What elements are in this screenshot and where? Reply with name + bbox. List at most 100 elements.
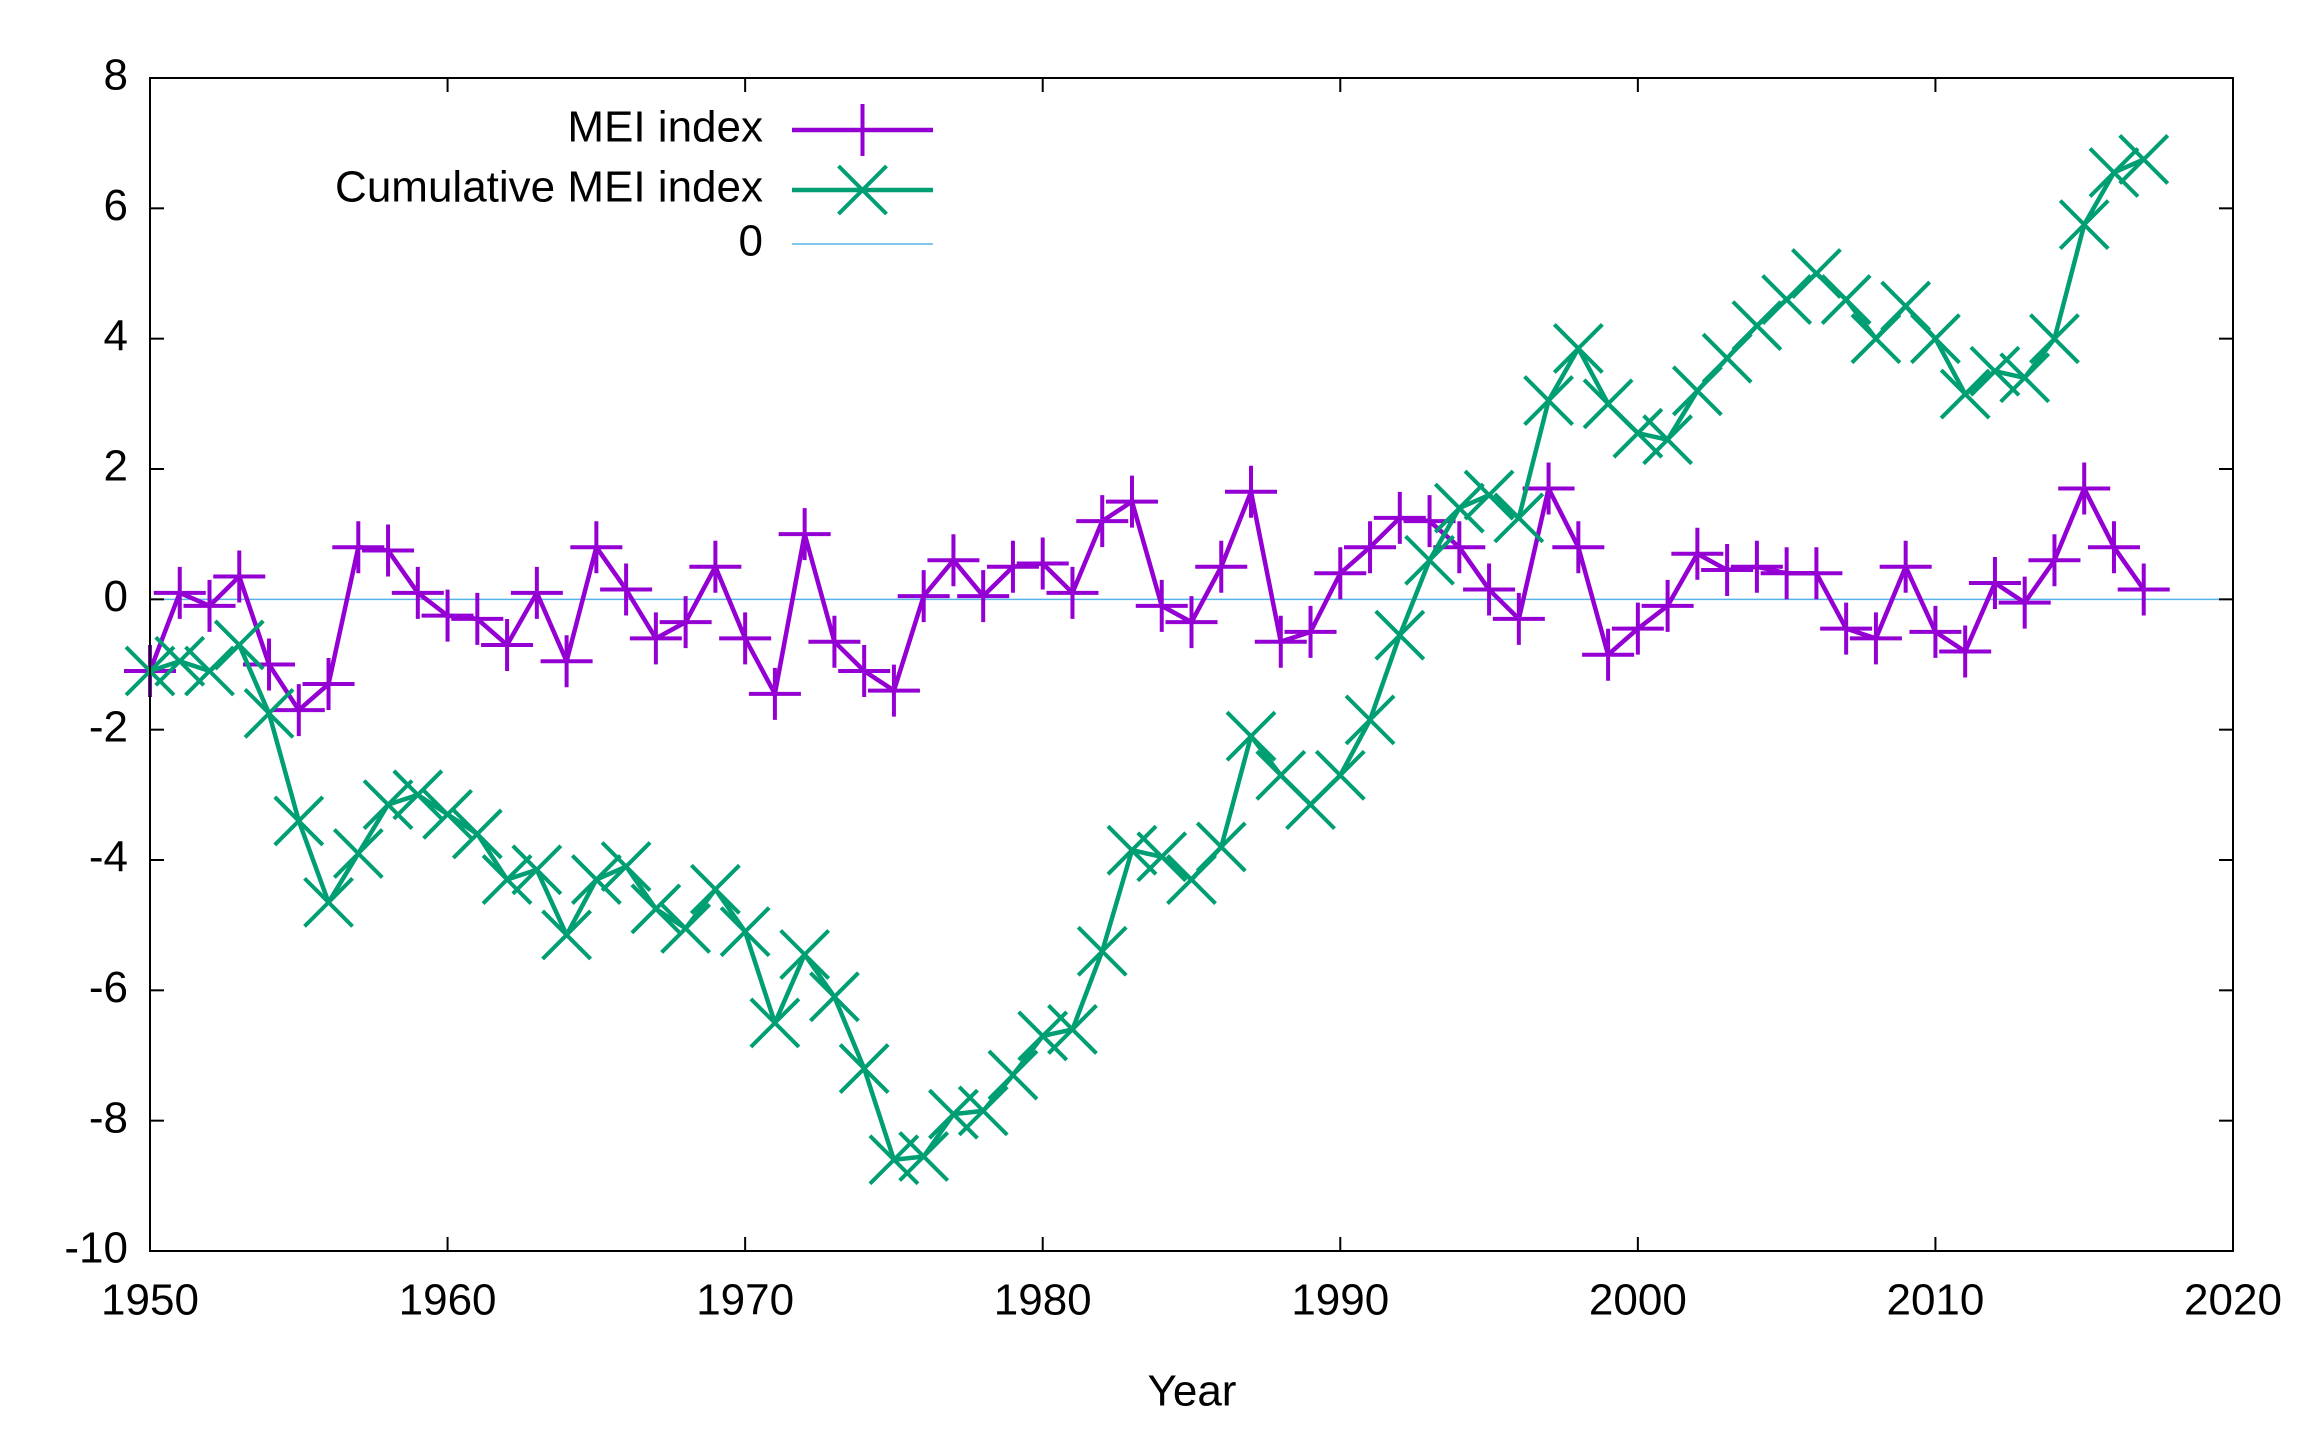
point-marker — [1046, 566, 1099, 619]
point-marker — [749, 997, 801, 1049]
point-marker — [303, 876, 354, 928]
y-tick-label: 8 — [104, 51, 128, 100]
point-marker — [837, 164, 888, 216]
point-marker — [1999, 352, 2051, 404]
point-marker — [689, 540, 742, 593]
point-marker — [1523, 375, 1575, 426]
point-marker — [1552, 521, 1605, 574]
point-marker — [2058, 199, 2110, 251]
point-marker — [1969, 345, 2021, 397]
point-marker — [659, 596, 712, 649]
point-marker — [451, 808, 503, 860]
point-marker — [660, 903, 712, 954]
point-marker — [778, 508, 831, 561]
point-marker — [302, 658, 355, 711]
point-marker — [1820, 274, 1872, 325]
point-marker — [1136, 831, 1188, 883]
point-marker — [332, 828, 384, 879]
point-marker — [689, 863, 741, 915]
point-marker — [2118, 134, 2170, 185]
point-marker — [897, 570, 950, 623]
y-tick-label: 6 — [104, 181, 128, 230]
y-tick-label: 4 — [104, 311, 128, 360]
point-marker — [2058, 462, 2111, 515]
point-marker — [1165, 596, 1218, 649]
point-marker — [1939, 625, 1992, 678]
y-tick-label: 2 — [104, 442, 128, 491]
x-tick-label: 2020 — [2184, 1276, 2282, 1325]
x-axis-label: Year — [1148, 1367, 1237, 1416]
point-marker — [1076, 925, 1128, 977]
point-marker — [362, 524, 415, 577]
point-marker — [570, 521, 623, 574]
legend-label: Cumulative MEI index — [335, 163, 763, 212]
point-marker — [808, 615, 861, 668]
point-marker — [1671, 527, 1724, 580]
point-marker — [1017, 1010, 1069, 1062]
point-marker — [2087, 521, 2140, 574]
point-marker — [362, 779, 414, 831]
point-marker — [273, 795, 325, 847]
point-marker — [1612, 407, 1664, 459]
legend-label: 0 — [739, 217, 763, 266]
point-marker — [748, 667, 801, 720]
point-marker — [272, 684, 325, 737]
point-marker — [719, 906, 771, 958]
point-marker — [510, 566, 563, 619]
point-marker — [957, 570, 1010, 623]
point-marker — [2088, 147, 2140, 198]
point-marker — [1463, 469, 1515, 521]
x-tick-label: 1970 — [696, 1276, 794, 1325]
point-marker — [243, 687, 295, 739]
x-tick-label: 2010 — [1886, 1276, 1984, 1325]
point-marker — [1849, 612, 1902, 665]
point-marker — [838, 645, 891, 698]
point-marker — [391, 566, 444, 619]
x-tick-label: 2000 — [1589, 1276, 1687, 1325]
point-marker — [987, 1049, 1039, 1101]
point-marker — [2029, 313, 2080, 365]
point-marker — [1374, 609, 1426, 661]
point-marker — [2028, 534, 2081, 587]
point-marker — [1225, 710, 1277, 762]
point-marker — [1910, 313, 1961, 365]
legend-label: MEI index — [567, 103, 763, 152]
point-marker — [1047, 1004, 1098, 1055]
point-marker — [332, 521, 385, 574]
point-marker — [986, 540, 1039, 593]
point-marker — [1314, 749, 1366, 801]
point-marker — [630, 883, 682, 935]
point-marker — [838, 1043, 890, 1094]
point-marker — [1225, 465, 1278, 518]
point-marker — [1642, 414, 1694, 466]
point-marker — [1135, 579, 1188, 632]
point-marker — [1106, 824, 1158, 876]
point-marker — [1909, 605, 1962, 658]
point-marker — [1404, 534, 1455, 586]
y-tick-label: 0 — [104, 572, 128, 621]
point-marker — [1493, 492, 1545, 544]
point-marker — [1284, 605, 1337, 658]
point-marker — [1820, 602, 1873, 655]
point-marker — [1761, 274, 1813, 325]
point-marker — [1344, 521, 1397, 574]
point-marker — [540, 635, 593, 688]
point-marker — [1879, 540, 1932, 593]
point-marker — [1730, 540, 1783, 593]
y-tick-label: -6 — [89, 963, 128, 1012]
point-marker — [421, 589, 474, 642]
point-marker — [1314, 547, 1367, 600]
point-marker — [898, 1131, 950, 1182]
point-marker — [422, 788, 473, 840]
point-marker — [392, 769, 444, 821]
point-marker — [779, 929, 831, 980]
point-marker — [1790, 547, 1843, 600]
point-marker — [481, 854, 533, 905]
y-tick-label: -10 — [64, 1224, 128, 1273]
point-marker — [808, 971, 860, 1023]
point-marker — [1195, 540, 1248, 593]
point-marker — [481, 618, 534, 671]
y-tick-label: -8 — [89, 1093, 128, 1142]
point-marker — [154, 635, 206, 687]
